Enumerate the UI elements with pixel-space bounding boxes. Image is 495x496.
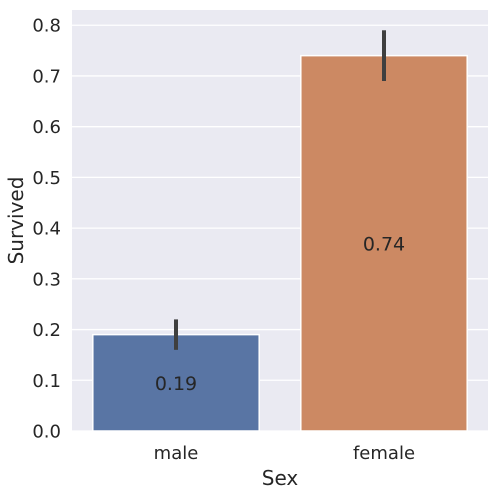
bars: [92, 54, 468, 432]
y-tick-label: 0.0: [32, 422, 61, 443]
y-tick-label: 0.8: [32, 16, 61, 37]
data-label: 0.19: [155, 373, 197, 395]
x-tick-labels: male female: [154, 443, 415, 464]
y-tick-labels: 0.0 0.1 0.2 0.3 0.4 0.5 0.6 0.7 0.8: [32, 16, 61, 443]
y-tick-label: 0.2: [32, 320, 61, 341]
error-bars: [174, 30, 386, 350]
y-tick-label: 0.7: [32, 66, 61, 87]
y-tick-label: 0.4: [32, 219, 61, 240]
x-tick-label: female: [353, 443, 415, 464]
bar-female: [300, 54, 468, 432]
y-tick-label: 0.5: [32, 168, 61, 189]
y-tick-label: 0.1: [32, 371, 61, 392]
x-tick-label: male: [154, 443, 199, 464]
data-label: 0.74: [363, 233, 405, 255]
y-tick-label: 0.6: [32, 117, 61, 138]
data-labels: 0.19 0.74: [155, 233, 405, 394]
y-tick-label: 0.3: [32, 269, 61, 290]
y-axis-label: Survived: [4, 177, 28, 265]
bar-male: [92, 333, 260, 432]
x-axis-label: Sex: [262, 466, 299, 490]
